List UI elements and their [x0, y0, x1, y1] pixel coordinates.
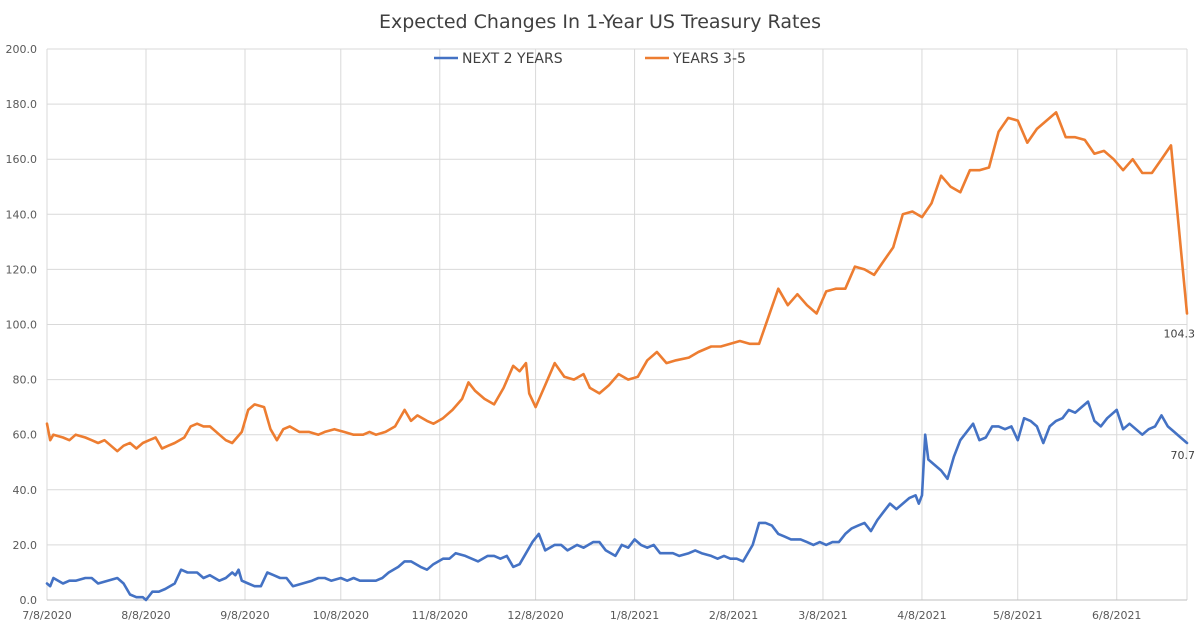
- series-line-years-3-5: [45, 111, 1189, 453]
- x-tick-label: 11/8/2020: [412, 609, 468, 622]
- y-tick-label: 180.0: [6, 98, 38, 111]
- x-tick-label: 8/8/2020: [121, 609, 170, 622]
- x-tick-label: 6/8/2021: [1092, 609, 1141, 622]
- y-tick-label: 40.0: [13, 484, 38, 497]
- y-tick-label: 80.0: [13, 374, 38, 387]
- x-tick-label: 5/8/2021: [993, 609, 1042, 622]
- gridlines: [46, 48, 1188, 601]
- series-lines: [45, 111, 1189, 602]
- x-tick-label: 1/8/2021: [610, 609, 659, 622]
- end-value-label: 70.7: [1171, 449, 1196, 462]
- y-tick-label: 0.0: [20, 594, 38, 607]
- y-tick-label: 100.0: [6, 319, 38, 332]
- x-tick-label: 2/8/2021: [709, 609, 758, 622]
- end-value-label: 104.3: [1164, 327, 1196, 340]
- x-tick-label: 12/8/2020: [507, 609, 563, 622]
- y-tick-label: 60.0: [13, 429, 38, 442]
- series-line-next-2-years: [45, 400, 1189, 602]
- y-tick-label: 200.0: [6, 43, 38, 56]
- legend-label: YEARS 3-5: [672, 51, 746, 67]
- x-tick-label: 4/8/2021: [897, 609, 946, 622]
- y-tick-label: 160.0: [6, 153, 38, 166]
- y-tick-label: 140.0: [6, 208, 38, 221]
- legend: NEXT 2 YEARS YEARS 3-5: [434, 51, 746, 67]
- chart-title: Expected Changes In 1-Year US Treasury R…: [379, 11, 821, 33]
- legend-label: NEXT 2 YEARS: [462, 51, 563, 67]
- end-labels: 70.7 104.3: [1164, 327, 1196, 461]
- y-tick-label: 20.0: [13, 539, 38, 552]
- x-tick-label: 3/8/2021: [798, 609, 847, 622]
- x-tick-label: 9/8/2020: [220, 609, 269, 622]
- axes: 0.0 20.0 40.0 60.0 80.0 100.0 120.0 140.0 160.0 1…: [6, 43, 1187, 622]
- x-tick-label: 7/8/2020: [22, 609, 71, 622]
- x-tick-label: 10/8/2020: [313, 609, 369, 622]
- y-tick-label: 120.0: [6, 263, 38, 276]
